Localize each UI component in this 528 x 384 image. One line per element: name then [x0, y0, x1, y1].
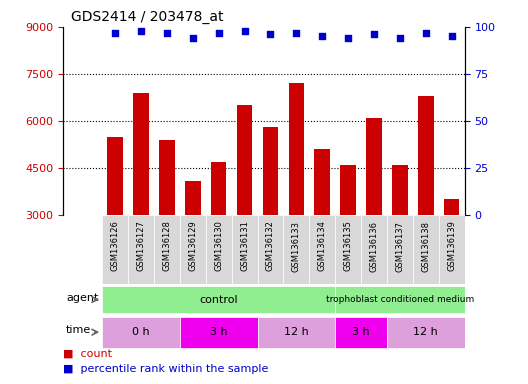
- Point: [214, 30, 223, 36]
- Bar: [211, 162, 227, 215]
- Bar: [335, 316, 387, 348]
- Bar: [263, 127, 278, 215]
- Bar: [102, 215, 128, 284]
- Text: 3 h: 3 h: [352, 327, 370, 337]
- Bar: [237, 105, 252, 215]
- Bar: [102, 316, 180, 348]
- Bar: [418, 96, 433, 215]
- Bar: [133, 93, 149, 215]
- Point: [240, 28, 249, 34]
- Text: GSM136137: GSM136137: [395, 220, 404, 271]
- Text: 0 h: 0 h: [132, 327, 150, 337]
- Bar: [444, 199, 459, 215]
- Point: [111, 30, 119, 36]
- Bar: [206, 215, 232, 284]
- Bar: [107, 137, 123, 215]
- Point: [292, 30, 300, 36]
- Text: GSM136129: GSM136129: [188, 220, 197, 271]
- Bar: [335, 215, 361, 284]
- Text: 12 h: 12 h: [284, 327, 309, 337]
- Text: GSM136126: GSM136126: [111, 220, 120, 271]
- Point: [447, 33, 456, 40]
- Point: [395, 35, 404, 41]
- Bar: [361, 215, 387, 284]
- Bar: [387, 316, 465, 348]
- Text: GSM136134: GSM136134: [318, 220, 327, 271]
- Bar: [102, 286, 335, 313]
- Text: GDS2414 / 203478_at: GDS2414 / 203478_at: [71, 10, 224, 25]
- Text: GSM136131: GSM136131: [240, 220, 249, 271]
- Bar: [439, 215, 465, 284]
- Bar: [185, 180, 201, 215]
- Bar: [315, 149, 330, 215]
- Text: GSM136136: GSM136136: [370, 220, 379, 271]
- Text: ■  count: ■ count: [63, 349, 112, 359]
- Bar: [128, 215, 154, 284]
- Bar: [413, 215, 439, 284]
- Point: [421, 30, 430, 36]
- Bar: [180, 316, 258, 348]
- Bar: [232, 215, 258, 284]
- Text: trophoblast conditioned medium: trophoblast conditioned medium: [326, 295, 474, 304]
- Bar: [392, 165, 408, 215]
- Point: [188, 35, 197, 41]
- Text: GSM136130: GSM136130: [214, 220, 223, 271]
- Bar: [289, 83, 304, 215]
- Bar: [258, 316, 335, 348]
- Bar: [258, 215, 284, 284]
- Text: GSM136138: GSM136138: [421, 220, 430, 271]
- Bar: [309, 215, 335, 284]
- Point: [318, 33, 326, 40]
- Text: GSM136133: GSM136133: [292, 220, 301, 271]
- Text: 3 h: 3 h: [210, 327, 228, 337]
- Bar: [284, 215, 309, 284]
- Point: [163, 30, 171, 36]
- Text: time: time: [66, 325, 91, 336]
- Bar: [335, 286, 465, 313]
- Text: GSM136135: GSM136135: [344, 220, 353, 271]
- Point: [370, 31, 378, 38]
- Text: GSM136127: GSM136127: [137, 220, 146, 271]
- Bar: [154, 215, 180, 284]
- Bar: [159, 140, 175, 215]
- Text: agent: agent: [66, 293, 98, 303]
- Text: GSM136139: GSM136139: [447, 220, 456, 271]
- Bar: [366, 118, 382, 215]
- Bar: [387, 215, 413, 284]
- Text: ■  percentile rank within the sample: ■ percentile rank within the sample: [63, 364, 269, 374]
- Bar: [341, 165, 356, 215]
- Point: [266, 31, 275, 38]
- Bar: [180, 215, 206, 284]
- Point: [137, 28, 145, 34]
- Text: GSM136132: GSM136132: [266, 220, 275, 271]
- Point: [344, 35, 352, 41]
- Text: GSM136128: GSM136128: [163, 220, 172, 271]
- Text: 12 h: 12 h: [413, 327, 438, 337]
- Text: control: control: [200, 295, 238, 305]
